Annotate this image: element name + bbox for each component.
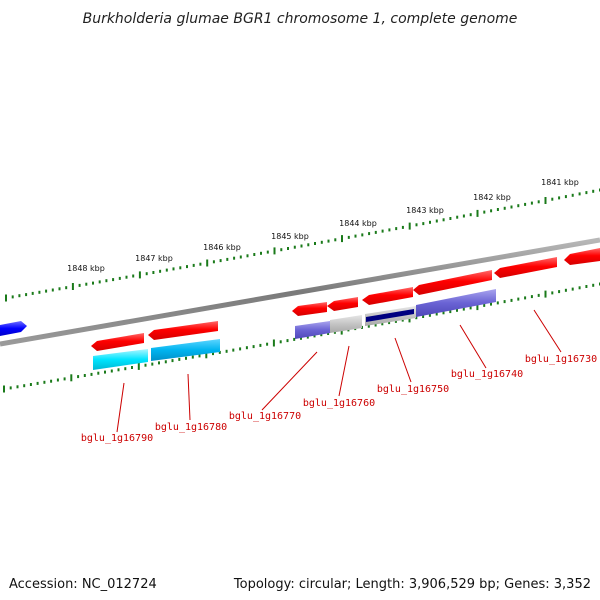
gene-arrow[interactable] (413, 270, 492, 295)
gene-arrow[interactable] (362, 287, 413, 305)
map-title: Burkholderia glumae BGR1 chromosome 1, c… (83, 11, 518, 27)
kbp-label: 1841 kbp (541, 178, 579, 187)
label-leaders (116, 309, 562, 433)
gene-label[interactable]: bglu_1g16790 (81, 433, 153, 444)
gene-label[interactable]: bglu_1g16740 (451, 369, 523, 380)
gene-box[interactable] (330, 315, 362, 333)
kbp-label: 1847 kbp (135, 254, 173, 263)
gene-arrow[interactable] (0, 321, 27, 336)
chromosome-backbone (0, 237, 600, 347)
gene-arrow[interactable] (148, 321, 218, 340)
kbp-label: 1843 kbp (406, 206, 444, 215)
gene-labels: bglu_1g16790 bglu_1g16780 bglu_1g16770 b… (81, 354, 597, 444)
gene-box-highlight[interactable] (366, 309, 414, 322)
kbp-label: 1842 kbp (473, 193, 511, 202)
gene-arrow[interactable] (494, 257, 557, 278)
gene-label[interactable]: bglu_1g16760 (303, 398, 375, 409)
kbp-label: 1845 kbp (271, 232, 309, 241)
label-leader (338, 345, 350, 397)
gene-box[interactable] (93, 349, 148, 370)
kbp-label: 1848 kbp (67, 264, 105, 273)
gene-arrow[interactable] (292, 302, 327, 316)
label-leader (394, 337, 412, 383)
topology-text: Topology: circular; Length: 3,906,529 bp… (233, 577, 591, 592)
gene-box[interactable] (151, 339, 220, 361)
kbp-label: 1844 kbp (339, 219, 377, 228)
label-leader (261, 351, 318, 411)
gene-box[interactable] (295, 321, 330, 339)
gene-arrow[interactable] (564, 248, 600, 265)
gene-arrow[interactable] (91, 333, 144, 351)
label-leader (116, 382, 125, 433)
forward-strand-genes (91, 248, 600, 351)
gene-label[interactable]: bglu_1g16780 (155, 422, 227, 433)
outer-tick-ring (5, 188, 600, 302)
kbp-label: 1846 kbp (203, 243, 241, 252)
gene-label[interactable]: bglu_1g16750 (377, 384, 449, 395)
gene-label[interactable]: bglu_1g16730 (525, 354, 597, 365)
gene-arrow[interactable] (327, 297, 358, 311)
label-leader (459, 324, 487, 369)
accession-text: Accession: NC_012724 (9, 577, 157, 592)
label-leader (187, 373, 191, 421)
gene-box[interactable] (416, 289, 496, 317)
label-leader (533, 309, 562, 353)
reverse-strand-genes (0, 289, 496, 370)
gene-label[interactable]: bglu_1g16770 (229, 411, 301, 422)
kbp-labels: 1848 kbp 1847 kbp 1846 kbp 1845 kbp 1844… (67, 178, 579, 273)
